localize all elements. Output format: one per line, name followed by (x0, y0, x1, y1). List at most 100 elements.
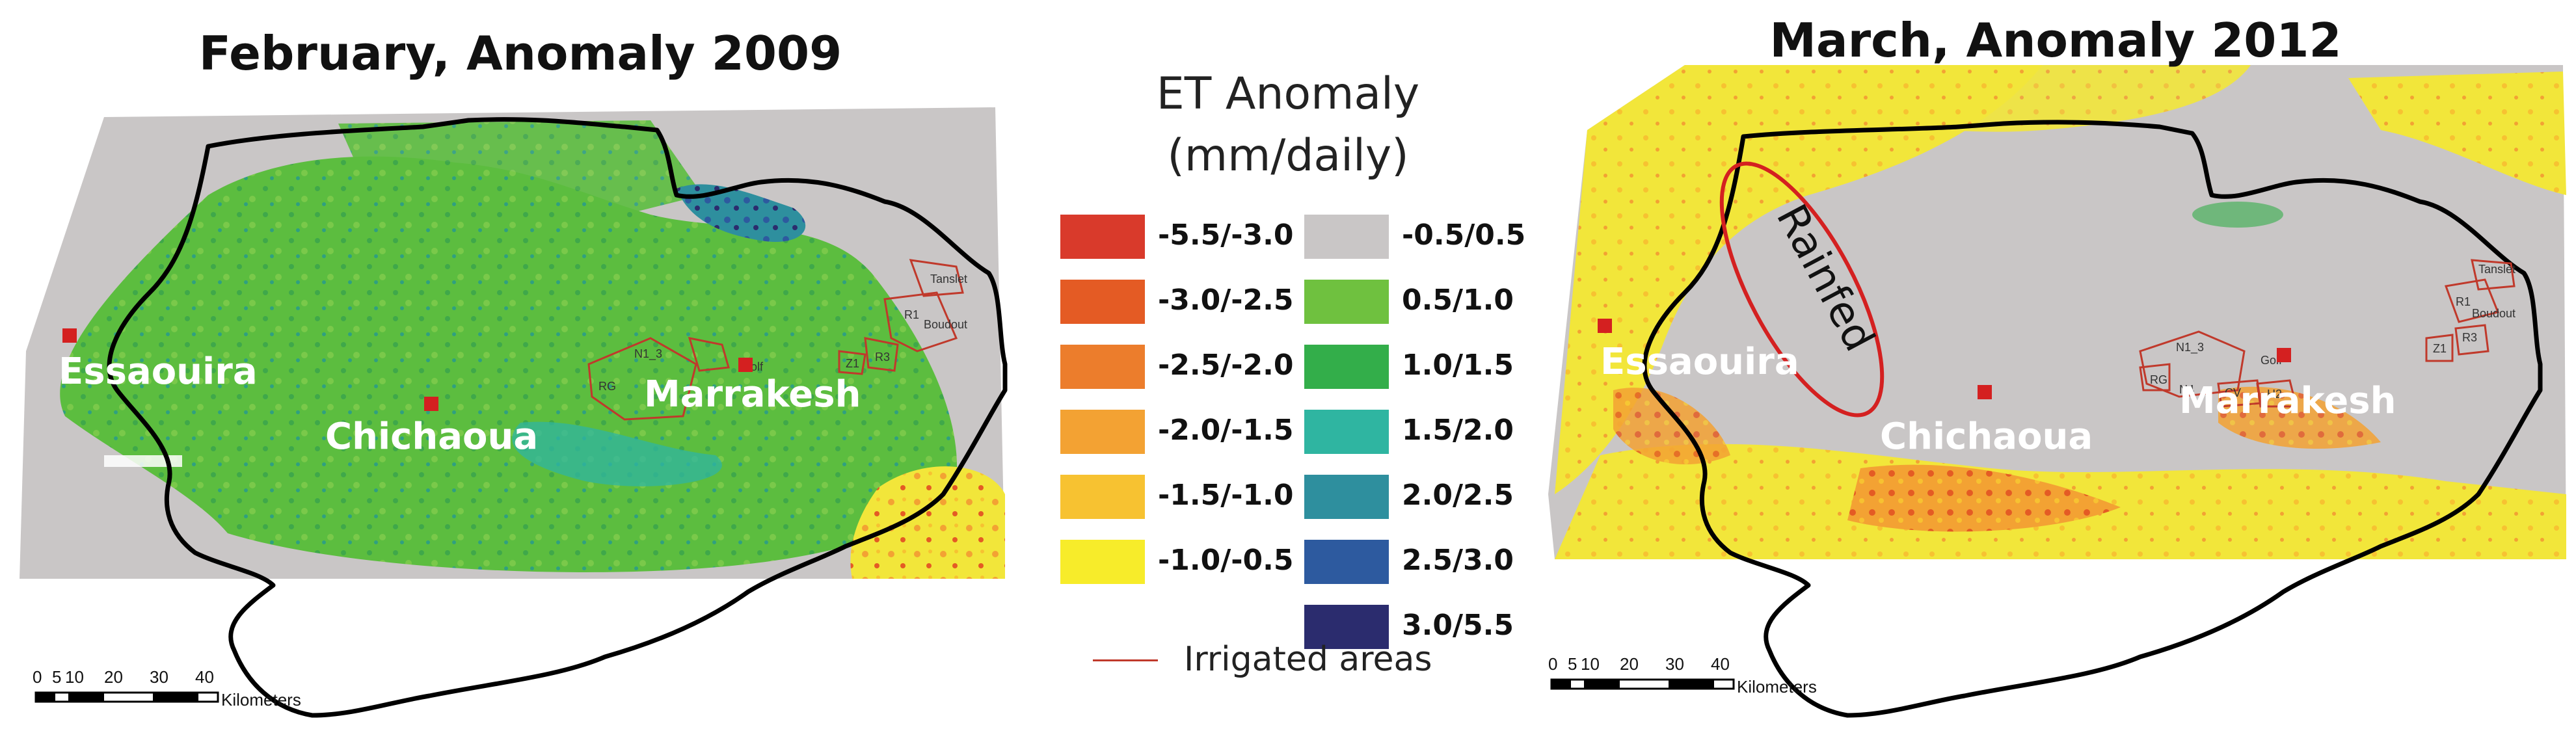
plot-label: Z1 (846, 357, 859, 370)
legend-label: 2.5/3.0 (1402, 544, 1514, 577)
legend-swatch (1304, 475, 1389, 519)
scale-tick: 10 (1581, 654, 1600, 674)
legend-swatch (1304, 540, 1389, 584)
plot-label: R1 (904, 308, 919, 321)
region-boundary (1642, 120, 2543, 718)
map-february-2009: N1_3 RG Golf Z1 R3 R1 Boudout Tanslet Es… (0, 0, 1041, 729)
plot-label: N1_3 (634, 347, 662, 361)
scale-bar: 0 5 10 20 30 40 Kilometers (1548, 654, 1817, 696)
green-region (60, 156, 958, 572)
yellow-region-north (1685, 65, 2251, 132)
city-label-marrakesh: Marrakesh (644, 373, 861, 416)
legend-swatch (1060, 345, 1145, 389)
legend-label: 2.0/2.5 (1402, 479, 1514, 512)
region-boundary (107, 117, 1008, 718)
scale-tick: 20 (1620, 654, 1639, 674)
legend-label: -2.0/-1.5 (1158, 414, 1294, 447)
legend-swatch (1304, 605, 1389, 649)
plot-label: Tanslet (2478, 263, 2516, 276)
legend-swatch (1060, 215, 1145, 259)
plot-label: Boudout (2472, 307, 2516, 320)
legend-label: -1.5/-1.0 (1158, 479, 1294, 512)
plot-label: R1 (2456, 295, 2471, 308)
city-marker (424, 397, 438, 411)
legend-irrigated-label: Irrigated areas (1184, 640, 1432, 679)
rainfed-ellipse (1719, 161, 1885, 418)
plot-label: R3 (875, 351, 890, 364)
map-title: March, Anomaly 2012 (1769, 13, 2342, 68)
scale-tick: 5 (1568, 654, 1577, 674)
legend-swatch (1060, 280, 1145, 324)
legend-label: -5.5/-3.0 (1158, 219, 1294, 252)
legend-irrigated-areas: Irrigated areas (1093, 637, 1535, 683)
legend-label: -3.0/-2.5 (1158, 284, 1294, 317)
city-label-essaouira: Essaouira (59, 351, 258, 393)
plot-label: R3 (2462, 331, 2477, 344)
blue-patch-south (512, 421, 722, 486)
yellow-region-east (2348, 72, 2566, 195)
blue-patch (677, 184, 806, 242)
city-label-chichaoua: Chichaoua (325, 416, 538, 458)
city-marker (62, 328, 77, 343)
irrigated-areas (587, 259, 964, 421)
map-canvas: Rainfed N1_3 RG Golf N4 CV H2 Z1 R3 R1 B… (1548, 65, 2566, 718)
legend-swatch (1304, 215, 1389, 259)
legend-swatch (1304, 410, 1389, 454)
scale-tick: 5 (52, 667, 61, 687)
plot-label: RG (598, 380, 616, 393)
map-march-2012: Rainfed N1_3 RG Golf N4 CV H2 Z1 R3 R1 B… (1535, 0, 2576, 729)
scale-tick: 10 (65, 667, 84, 687)
legend-label: 1.5/2.0 (1402, 414, 1514, 447)
plot-labels: N1_3 RG Golf N4 CV H2 Z1 R3 R1 Boudout T… (2150, 263, 2516, 401)
plot-label: CV (2225, 386, 2241, 399)
scale-tick: 0 (1548, 654, 1557, 674)
legend-label: 1.0/1.5 (1402, 349, 1514, 382)
green-region-north (338, 120, 703, 221)
map-title: February, Anomaly 2009 (198, 26, 842, 81)
scale-bar: 0 5 10 20 30 40 Kilometers (33, 667, 301, 709)
legend-swatch (1060, 540, 1145, 584)
city-label-marrakesh: Marrakesh (2179, 380, 2396, 422)
scale-tick: 40 (1711, 654, 1730, 674)
orange-patch-3 (1613, 388, 1730, 465)
legend-title: ET Anomaly (1156, 68, 1420, 120)
legend-swatch (1060, 410, 1145, 454)
legend-swatch (1060, 475, 1145, 519)
legend-swatch (1304, 345, 1389, 389)
scale-tick: 40 (195, 667, 214, 687)
scale-tick: 20 (104, 667, 123, 687)
plot-label: H2 (2267, 388, 2282, 401)
legend-label: 0.5/1.0 (1402, 284, 1514, 317)
irrigated-areas (2139, 259, 2516, 408)
scale-tick: 0 (33, 667, 42, 687)
legend-label: -1.0/-0.5 (1158, 544, 1294, 577)
irrigated-line-swatch (1093, 659, 1158, 661)
plot-label: N1_3 (2176, 341, 2204, 354)
legend-label: -0.5/0.5 (1402, 219, 1526, 252)
city-marker (738, 358, 753, 372)
orange-patch (1847, 464, 2121, 532)
city-marker (2277, 348, 2291, 362)
warm-patch (850, 466, 1005, 579)
plot-label: Z1 (2433, 342, 2447, 355)
legend-label: -2.5/-2.0 (1158, 349, 1294, 382)
map-canvas: N1_3 RG Golf Z1 R3 R1 Boudout Tanslet Es… (20, 107, 1008, 718)
scale-unit: Kilometers (1737, 677, 1817, 696)
scale-unit: Kilometers (221, 690, 301, 709)
legend-label: 3.0/5.5 (1402, 609, 1514, 642)
orange-patch-2 (2218, 386, 2381, 449)
scale-tick: 30 (150, 667, 168, 687)
yellow-region (1555, 65, 2043, 494)
city-marker (1978, 385, 1992, 399)
plot-label: Boudout (924, 318, 967, 331)
city-label-chichaoua: Chichaoua (1880, 416, 2093, 458)
plot-label: RG (2150, 373, 2167, 386)
scale-tick: 30 (1665, 654, 1684, 674)
plot-label: N4 (2179, 383, 2194, 396)
legend-unit: (mm/daily) (1167, 130, 1409, 181)
legend: ET Anomaly (mm/daily) -5.5/-3.0 -3.0/-2.… (1041, 0, 1535, 729)
legend-swatch (1304, 280, 1389, 324)
city-marker (1598, 319, 1612, 333)
city-label-essaouira: Essaouira (1600, 341, 1799, 383)
plot-label: Tanslet (930, 272, 967, 285)
